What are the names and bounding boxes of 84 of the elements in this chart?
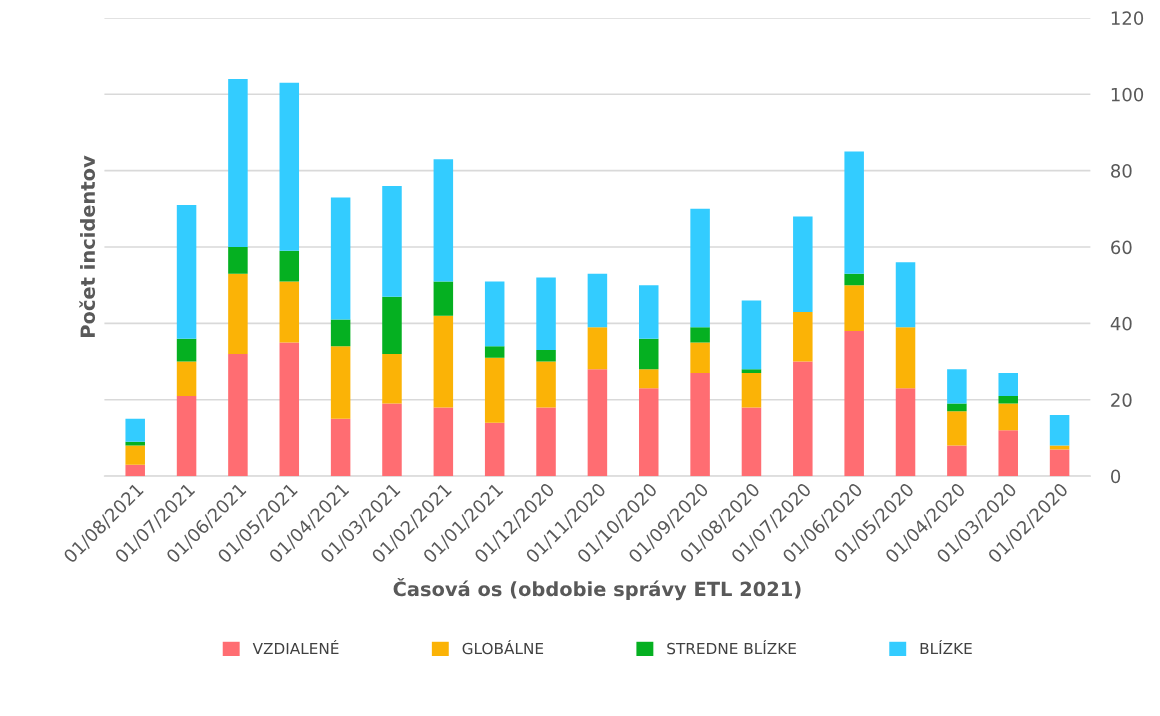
y-tick-label: 120 — [1111, 11, 1144, 26]
bar — [433, 315, 454, 408]
bar — [176, 395, 197, 477]
bar — [947, 369, 967, 404]
legend-label: GLOBÁLNE — [462, 639, 544, 655]
bar — [587, 273, 608, 328]
bar — [484, 357, 505, 423]
bar — [536, 277, 556, 351]
bar — [382, 296, 402, 354]
bar — [998, 395, 1018, 404]
y-tick-label: 60 — [1111, 240, 1132, 255]
bar — [382, 403, 402, 477]
bar — [639, 285, 659, 339]
bar — [125, 464, 145, 477]
bar — [844, 151, 864, 274]
bar — [536, 361, 556, 408]
bar — [176, 205, 197, 339]
y-tick-label: 40 — [1110, 316, 1132, 331]
bar — [741, 300, 762, 370]
y-tick-label: 0 — [1111, 469, 1121, 484]
bar — [228, 247, 248, 274]
y-tick-label: 80 — [1111, 164, 1132, 178]
bar — [536, 350, 556, 362]
bar — [947, 403, 967, 412]
bar — [125, 445, 145, 465]
bar — [279, 250, 300, 282]
x-axis-title: Časová os (obdobie správy ETL 2021) — [393, 578, 801, 601]
y-tick-label: 100 — [1111, 87, 1144, 102]
bar — [176, 338, 197, 362]
bar — [382, 185, 402, 297]
bar — [1049, 415, 1070, 446]
bar — [587, 369, 608, 477]
bar — [741, 407, 762, 477]
bar — [279, 342, 300, 477]
bar — [844, 285, 864, 332]
bar — [793, 311, 813, 362]
bar — [125, 418, 145, 442]
bar — [690, 208, 710, 328]
legend-label: BLÍZKE — [920, 639, 972, 655]
y-axis-title: Počet incidentov — [79, 155, 96, 337]
bar — [844, 331, 864, 477]
bar — [228, 353, 248, 477]
bar — [228, 273, 248, 354]
bar — [639, 338, 659, 370]
bar — [844, 273, 864, 286]
bar — [330, 346, 351, 419]
bar — [484, 422, 505, 477]
bar — [690, 342, 710, 374]
legend-label: STREDNE BLÍZKE — [667, 639, 796, 655]
bar — [330, 418, 351, 477]
bar — [895, 327, 916, 389]
bar — [1049, 449, 1070, 477]
bar — [330, 197, 351, 320]
bar — [279, 82, 300, 251]
y-tick-label: 20 — [1111, 393, 1132, 407]
bar — [639, 388, 659, 477]
bar — [176, 361, 197, 396]
bar — [895, 262, 916, 328]
bar — [998, 403, 1018, 431]
bar — [741, 373, 762, 408]
bar — [587, 327, 608, 370]
bar — [793, 361, 813, 477]
bar — [998, 430, 1018, 477]
bar — [536, 407, 556, 477]
bar — [433, 281, 454, 316]
bar — [690, 373, 710, 477]
bar — [484, 346, 505, 358]
bar — [998, 373, 1018, 396]
bar — [228, 79, 248, 248]
bar — [895, 388, 916, 477]
bar — [793, 216, 813, 312]
bar — [947, 411, 967, 446]
bar — [433, 407, 454, 477]
bar — [382, 353, 402, 404]
bar — [947, 445, 967, 477]
bar — [484, 281, 505, 347]
bar — [639, 369, 659, 389]
bar — [279, 281, 300, 343]
bar — [330, 319, 351, 347]
bar — [433, 159, 454, 282]
bar — [741, 369, 762, 374]
bar — [690, 327, 710, 343]
bar — [125, 441, 145, 446]
legend-label: VZDIALENÉ — [252, 639, 339, 655]
